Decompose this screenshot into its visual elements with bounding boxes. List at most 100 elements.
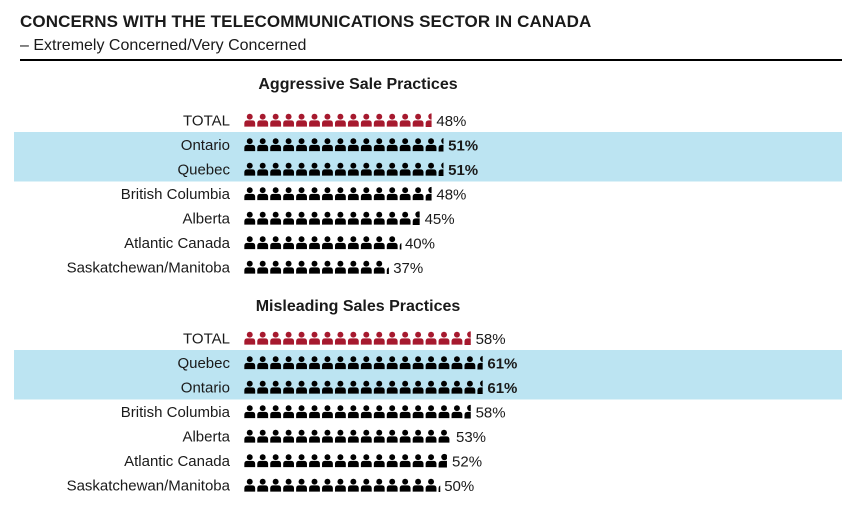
person-icon [257, 187, 269, 201]
person-icon [270, 331, 282, 345]
person-icon [360, 478, 372, 492]
chart-row: Quebec 51% [177, 162, 478, 180]
person-icon [296, 113, 307, 127]
person-icon [373, 260, 385, 274]
person-icon [399, 454, 411, 468]
person-icon [373, 429, 385, 443]
person-icon [412, 478, 424, 492]
highlight-band [14, 350, 842, 375]
person-icon [360, 211, 372, 225]
highlight-band [14, 156, 842, 182]
person-icon [257, 405, 269, 419]
person-icon [373, 236, 385, 250]
person-icon [309, 429, 320, 443]
person-icon [464, 331, 471, 345]
person-icon [334, 260, 346, 274]
category-label: Quebec [177, 355, 230, 372]
person-icon [347, 113, 359, 127]
category-label: TOTAL [183, 331, 230, 348]
person-icon [386, 113, 398, 127]
person-icon [296, 260, 307, 274]
person-icon [283, 187, 295, 201]
person-icon [270, 405, 282, 419]
person-icon [373, 187, 385, 201]
person-icon [270, 236, 282, 250]
category-label: Quebec [177, 162, 230, 179]
person-icon [360, 331, 372, 345]
person-icon [399, 211, 411, 225]
person-icon [322, 478, 333, 492]
person-icon [309, 236, 320, 250]
person-icon [373, 211, 385, 225]
category-label: Saskatchewan/Manitoba [67, 260, 231, 277]
category-label: Alberta [182, 429, 230, 446]
person-icon [360, 187, 372, 201]
category-label: British Columbia [121, 186, 231, 203]
person-icon [322, 236, 333, 250]
person-icon [257, 454, 269, 468]
person-icon [322, 113, 333, 127]
person-icon [412, 211, 420, 225]
value-label: 45% [425, 211, 455, 228]
chart-row: Saskatchewan/Manitoba 50% [67, 478, 475, 496]
person-icon [322, 260, 333, 274]
category-label: Saskatchewan/Manitoba [67, 478, 231, 495]
person-icon [360, 454, 372, 468]
title-divider [20, 59, 842, 61]
person-icon [270, 113, 282, 127]
value-label: 61% [487, 356, 517, 373]
person-icon [438, 331, 450, 345]
value-label: 52% [452, 454, 482, 471]
chart-panel: Misleading Sales Practices TOTAL 58% Quebec… [14, 298, 842, 495]
person-icon [322, 331, 333, 345]
category-label: British Columbia [121, 404, 231, 421]
person-icon [270, 260, 282, 274]
person-icon [244, 454, 256, 468]
value-label: 58% [476, 405, 506, 422]
person-icon [283, 429, 295, 443]
person-icon [451, 405, 463, 419]
person-icon [309, 478, 320, 492]
category-label: Atlantic Canada [124, 235, 231, 252]
person-icon [399, 429, 411, 443]
person-icon [399, 478, 411, 492]
person-icon [283, 454, 295, 468]
value-label: 61% [487, 380, 517, 397]
chart-row: Ontario 61% [181, 380, 518, 398]
person-icon [270, 454, 282, 468]
person-icon [257, 429, 269, 443]
person-icon [360, 236, 372, 250]
person-icon [309, 113, 320, 127]
person-icon [270, 187, 282, 201]
chart-row: Quebec 61% [177, 355, 517, 373]
person-icon [296, 331, 307, 345]
person-icon [322, 211, 333, 225]
person-icon [309, 405, 320, 419]
person-icon [373, 113, 385, 127]
person-icon [425, 405, 437, 419]
person-icon [399, 405, 411, 419]
person-icon [296, 405, 307, 419]
person-icon [347, 405, 359, 419]
person-icon [360, 260, 372, 274]
person-icon [334, 478, 346, 492]
person-icon [244, 187, 256, 201]
person-icon [322, 454, 333, 468]
person-icon [386, 331, 398, 345]
person-icon [412, 405, 424, 419]
value-label: 51% [448, 162, 478, 179]
person-icon [386, 236, 398, 250]
person-icon [309, 331, 320, 345]
person-icon [334, 211, 346, 225]
person-icon [347, 454, 359, 468]
person-icon [386, 454, 398, 468]
person-icon [283, 405, 295, 419]
person-icon [334, 113, 346, 127]
person-icon [347, 331, 359, 345]
person-icon [412, 113, 424, 127]
person-icon [244, 236, 256, 250]
person-icon [244, 211, 256, 225]
chart-row: Atlantic Canada 52% [124, 453, 482, 471]
person-icon [399, 113, 411, 127]
